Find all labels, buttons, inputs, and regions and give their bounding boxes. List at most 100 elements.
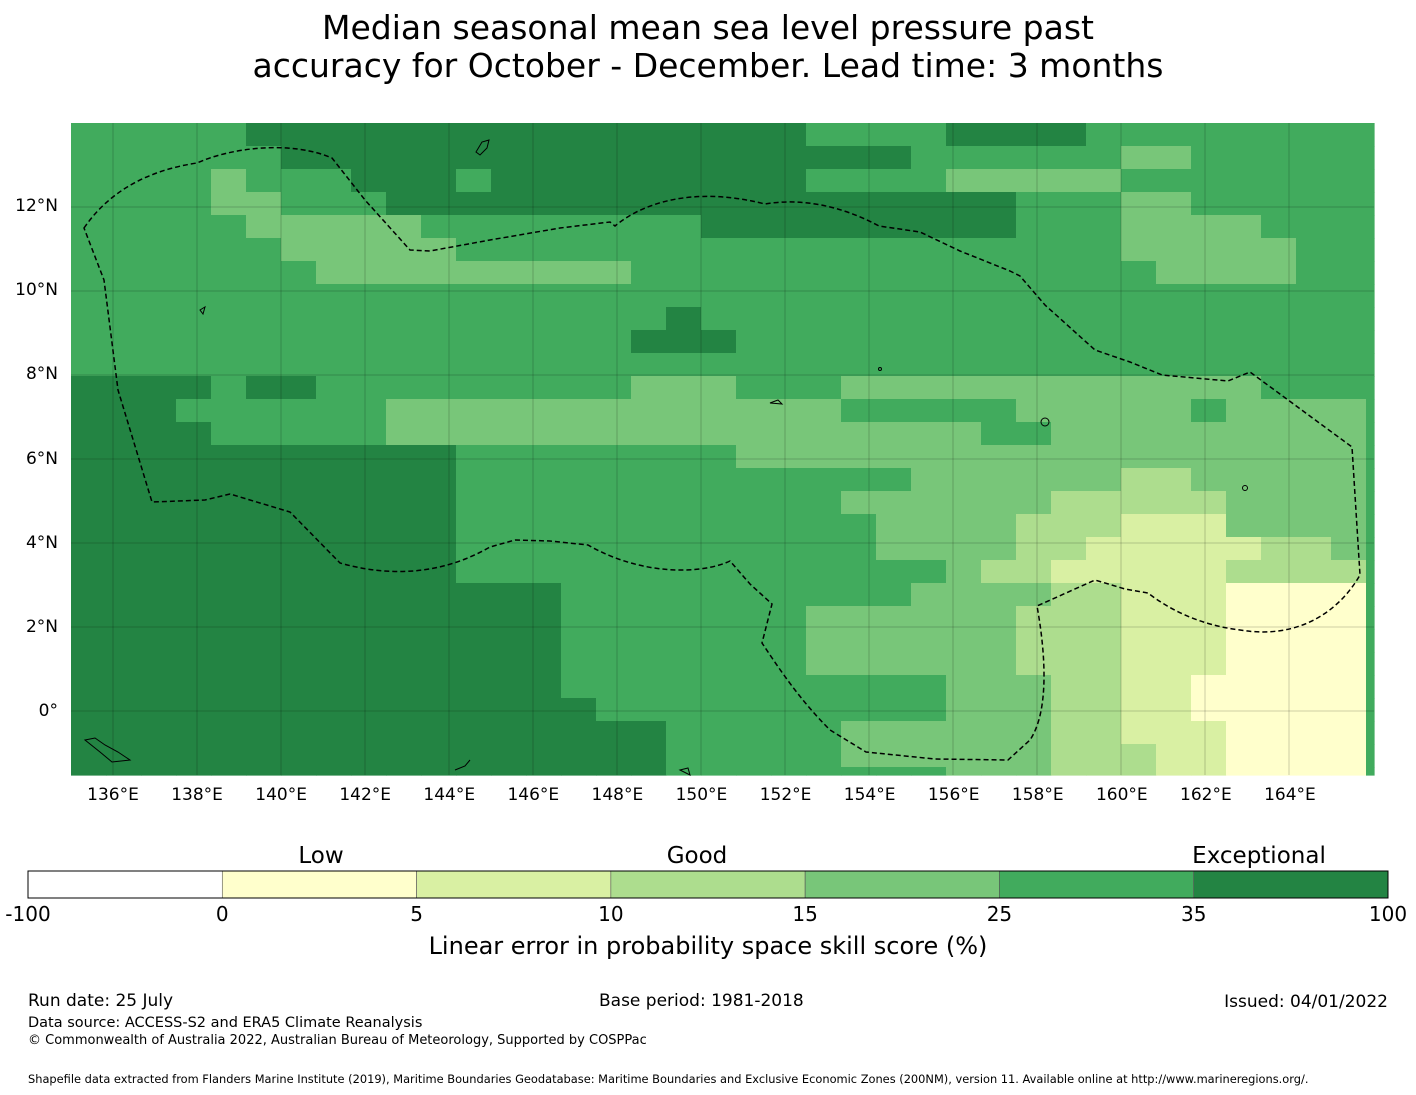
grid-cell [981, 583, 1017, 607]
grid-cell [806, 376, 842, 400]
grid-cell [771, 261, 807, 285]
grid-cell [1226, 514, 1262, 538]
grid-cell [1261, 698, 1297, 722]
grid-cell [806, 353, 842, 377]
grid-cell [281, 192, 317, 216]
grid-cell [561, 215, 597, 239]
grid-cell [701, 238, 737, 262]
grid-cell [176, 261, 212, 285]
grid-cell [246, 675, 282, 699]
grid-cell [141, 445, 177, 469]
grid-cell [1051, 721, 1087, 745]
grid-cell [596, 721, 632, 745]
grid-cell [316, 261, 352, 285]
grid-cell [1191, 514, 1227, 538]
grid-cell [1156, 652, 1192, 676]
grid-cell [1261, 399, 1297, 423]
grid-cell [456, 606, 492, 630]
grid-cell [911, 560, 947, 584]
grid-cell [876, 583, 912, 607]
grid-cell [71, 491, 107, 515]
grid-cell [71, 629, 107, 653]
grid-cell [771, 514, 807, 538]
grid-cell [246, 491, 282, 515]
grid-cell [841, 445, 877, 469]
grid-cell [526, 675, 562, 699]
grid-cell [456, 422, 492, 446]
grid-cell [701, 491, 737, 515]
longitude-tick-label: 148°E [591, 785, 644, 805]
grid-cell [876, 629, 912, 653]
grid-cell [981, 675, 1017, 699]
grid-cell [1191, 146, 1227, 170]
grid-cell [526, 123, 562, 147]
grid-cell [1121, 284, 1157, 308]
grid-cell [71, 330, 107, 354]
grid-cell [386, 169, 422, 193]
grid-cell [841, 169, 877, 193]
grid-cell [596, 215, 632, 239]
grid-cell [561, 560, 597, 584]
grid-cell [876, 307, 912, 331]
grid-cell [1366, 721, 1375, 745]
grid-cell [141, 330, 177, 354]
grid-cell [561, 169, 597, 193]
grid-cell [316, 491, 352, 515]
grid-cell [841, 560, 877, 584]
grid-cell [1331, 629, 1367, 653]
grid-cell [561, 353, 597, 377]
chart-title-line-1: Median seasonal mean sea level pressure … [322, 8, 1094, 47]
grid-cell [106, 353, 142, 377]
grid-cell [1016, 353, 1052, 377]
grid-cell [1121, 468, 1157, 492]
grid-cell [526, 491, 562, 515]
grid-cell [491, 146, 527, 170]
grid-cell [1086, 445, 1122, 469]
grid-cell [491, 238, 527, 262]
colorbar [27, 870, 1389, 899]
grid-cell [561, 744, 597, 768]
grid-cell [211, 307, 247, 331]
grid-cell [246, 698, 282, 722]
grid-cell [176, 675, 212, 699]
grid-cell [1296, 468, 1332, 492]
grid-cell [491, 445, 527, 469]
grid-cell [561, 629, 597, 653]
grid-cell [1226, 261, 1262, 285]
longitude-tick-label: 136°E [87, 785, 139, 805]
grid-cell [841, 284, 877, 308]
grid-cell [631, 652, 667, 676]
grid-cell [1086, 376, 1122, 400]
grid-cell [841, 422, 877, 446]
shapefile-credit: Shapefile data extracted from Flanders M… [28, 1072, 1309, 1086]
grid-cell [561, 606, 597, 630]
grid-cell [806, 491, 842, 515]
grid-cell [1296, 169, 1332, 193]
grid-cell [1086, 169, 1122, 193]
grid-cell [71, 606, 107, 630]
grid-cell [351, 537, 387, 561]
grid-cell [421, 652, 457, 676]
grid-cell [1331, 353, 1367, 377]
grid-cell [211, 261, 247, 285]
grid-cell [386, 146, 422, 170]
grid-cell [1226, 445, 1262, 469]
grid-cell [561, 192, 597, 216]
grid-cell [456, 215, 492, 239]
grid-cell [1261, 583, 1297, 607]
grid-cell [316, 606, 352, 630]
grid-cell [1226, 698, 1262, 722]
grid-cell [316, 721, 352, 745]
grid-cell [106, 721, 142, 745]
grid-cell [106, 399, 142, 423]
grid-cell [71, 399, 107, 423]
grid-cell [351, 698, 387, 722]
grid-cell [281, 767, 317, 776]
grid-cell [701, 284, 737, 308]
grid-cell [841, 146, 877, 170]
grid-cell [456, 537, 492, 561]
grid-cell [71, 353, 107, 377]
colorbar-tick-label: -100 [5, 902, 51, 926]
grid-cell [316, 284, 352, 308]
grid-cell [106, 376, 142, 400]
